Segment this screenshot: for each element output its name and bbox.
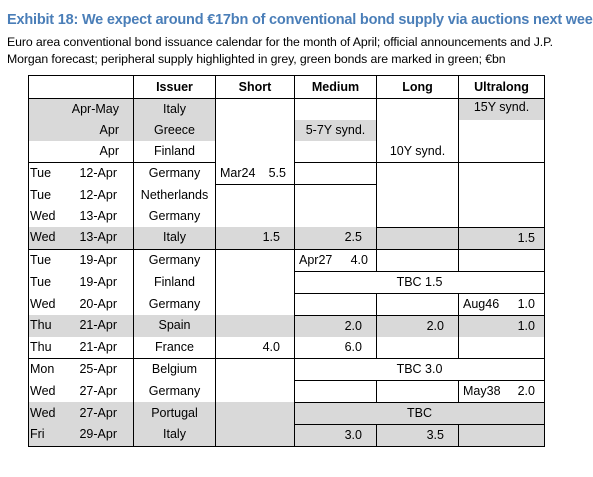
row-issuer: Italy bbox=[133, 227, 216, 250]
row-date: 12-Apr bbox=[79, 187, 117, 202]
row-day: Wed bbox=[28, 205, 67, 227]
row-ultralong-value: 1.0 bbox=[517, 296, 535, 311]
row-issuer: Germany bbox=[133, 293, 216, 315]
row-span-value: TBC bbox=[294, 402, 545, 425]
table-row: Tue 12-Apr Germany Mar24 5.5 bbox=[28, 162, 545, 228]
row-ultralong-bond: Aug46 bbox=[463, 296, 500, 311]
header-long: Long bbox=[376, 75, 459, 99]
row-ultralong-bond: May38 bbox=[463, 383, 501, 398]
header-issuer: Issuer bbox=[133, 75, 216, 99]
row-short-value: 5.5 bbox=[268, 165, 286, 180]
table-row: Thu 21-Apr France 4.0 6.0 bbox=[28, 336, 545, 359]
row-issuer: Italy bbox=[133, 98, 216, 120]
row-medium-value: 4.0 bbox=[350, 252, 368, 267]
table-row: Wed 13-Apr Germany bbox=[28, 205, 545, 228]
row-issuer: Spain bbox=[133, 315, 216, 337]
row-day: Wed bbox=[28, 402, 67, 424]
row-short-value: 4.0 bbox=[215, 336, 295, 359]
row-ultralong: 15Y synd. bbox=[458, 98, 545, 120]
row-date: 20-Apr bbox=[79, 296, 117, 311]
table-row: Wed 20-Apr Germany Aug46 1.0 bbox=[28, 293, 545, 316]
row-date: Apr-May bbox=[66, 98, 134, 120]
row-date: Apr bbox=[66, 141, 134, 163]
row-medium-value: 2.0 bbox=[294, 315, 377, 337]
row-date: 13-Apr bbox=[66, 227, 134, 250]
row-date: 12-Apr bbox=[79, 166, 117, 181]
header-ultralong: Ultralong bbox=[458, 75, 545, 99]
row-medium-bond: Apr27 bbox=[299, 252, 333, 267]
row-day: Wed bbox=[28, 293, 67, 315]
row-span-value: TBC 3.0 bbox=[294, 358, 545, 381]
row-date: 25-Apr bbox=[79, 361, 117, 376]
row-short-bond: Mar24 bbox=[220, 165, 256, 180]
row-long: 10Y synd. bbox=[376, 141, 459, 163]
row-ultralong-value: 1.5 bbox=[458, 227, 545, 250]
row-medium-value: 3.0 bbox=[294, 424, 377, 447]
row-date: 21-Apr bbox=[66, 315, 134, 337]
row-date: 27-Apr bbox=[66, 402, 134, 424]
row-date: 19-Apr bbox=[79, 252, 117, 267]
row-issuer: Belgium bbox=[133, 358, 216, 380]
table-row: Tue 19-Apr Germany Apr27 4.0 bbox=[28, 249, 545, 272]
row-day: Thu bbox=[28, 315, 67, 337]
header-short: Short bbox=[215, 75, 295, 99]
row-day: Wed bbox=[28, 380, 67, 402]
row-issuer: Netherlands bbox=[133, 184, 216, 206]
row-ultralong-value: 1.0 bbox=[458, 315, 545, 337]
table-row: Thu 21-Apr Spain 2.0 2.0 1.0 bbox=[28, 315, 545, 337]
row-issuer: Portugal bbox=[133, 402, 216, 424]
row-date: Apr bbox=[66, 120, 134, 141]
row-issuer: Italy bbox=[133, 424, 216, 447]
row-short-value: 1.5 bbox=[215, 227, 295, 250]
table-row: Wed 27-Apr Germany May38 2.0 bbox=[28, 380, 545, 403]
table-row: Apr Greece 5-7Y synd. bbox=[28, 120, 545, 141]
table-row: Wed 13-Apr Italy 1.5 2.5 1.5 bbox=[28, 227, 545, 250]
row-issuer: Germany bbox=[133, 380, 216, 402]
header-medium: Medium bbox=[294, 75, 377, 99]
table-row: Apr Finland 10Y synd. bbox=[28, 141, 545, 163]
table-row: Apr-May Italy 15Y synd. bbox=[28, 98, 545, 163]
row-issuer: Finland bbox=[133, 141, 216, 163]
row-span-value: TBC 1.5 bbox=[294, 271, 545, 294]
row-day: Thu bbox=[28, 336, 67, 359]
row-issuer: Finland bbox=[133, 271, 216, 293]
row-medium: 5-7Y synd. bbox=[294, 120, 377, 141]
exhibit-subtitle: Euro area conventional bond issuance cal… bbox=[7, 35, 553, 66]
row-medium-value: 2.5 bbox=[294, 227, 377, 250]
row-long-value: 3.5 bbox=[376, 424, 459, 447]
row-medium-value: 6.0 bbox=[294, 336, 377, 359]
header-row: Issuer Short Medium Long Ultralong bbox=[28, 75, 545, 99]
row-day: Wed bbox=[28, 227, 67, 250]
row-issuer: Germany bbox=[133, 205, 216, 227]
row-date: 27-Apr bbox=[79, 383, 117, 398]
row-day: Tue bbox=[28, 162, 67, 185]
exhibit-title: Exhibit 18: We expect around €17bn of co… bbox=[7, 12, 593, 28]
issuance-calendar-table: Issuer Short Medium Long Ultralong Apr-M… bbox=[28, 75, 545, 447]
row-date: 21-Apr bbox=[66, 336, 134, 359]
row-date: 29-Apr bbox=[66, 424, 134, 447]
row-day: Tue bbox=[28, 184, 67, 206]
row-day: Tue bbox=[28, 271, 67, 293]
row-issuer: Germany bbox=[133, 249, 216, 271]
row-day: Mon bbox=[28, 358, 67, 380]
row-day: Fri bbox=[28, 424, 67, 447]
table-row: Tue 12-Apr Netherlands bbox=[28, 184, 545, 227]
row-date: 19-Apr bbox=[79, 274, 117, 289]
row-issuer: Greece bbox=[133, 120, 216, 141]
table-row: Wed 27-Apr Portugal TBC bbox=[28, 402, 545, 425]
row-date: 13-Apr bbox=[79, 208, 117, 223]
table-row: Fri 29-Apr Italy 3.0 3.5 bbox=[28, 424, 545, 447]
row-long-value: 2.0 bbox=[376, 315, 459, 337]
row-issuer: France bbox=[133, 336, 216, 359]
row-ultralong-value: 2.0 bbox=[517, 383, 535, 398]
row-day: Tue bbox=[28, 249, 67, 271]
row-issuer: Germany bbox=[133, 162, 216, 185]
table-row: Mon 25-Apr Belgium TBC 3.0 bbox=[28, 358, 545, 381]
table-row: Tue 19-Apr Finland TBC 1.5 bbox=[28, 271, 545, 294]
